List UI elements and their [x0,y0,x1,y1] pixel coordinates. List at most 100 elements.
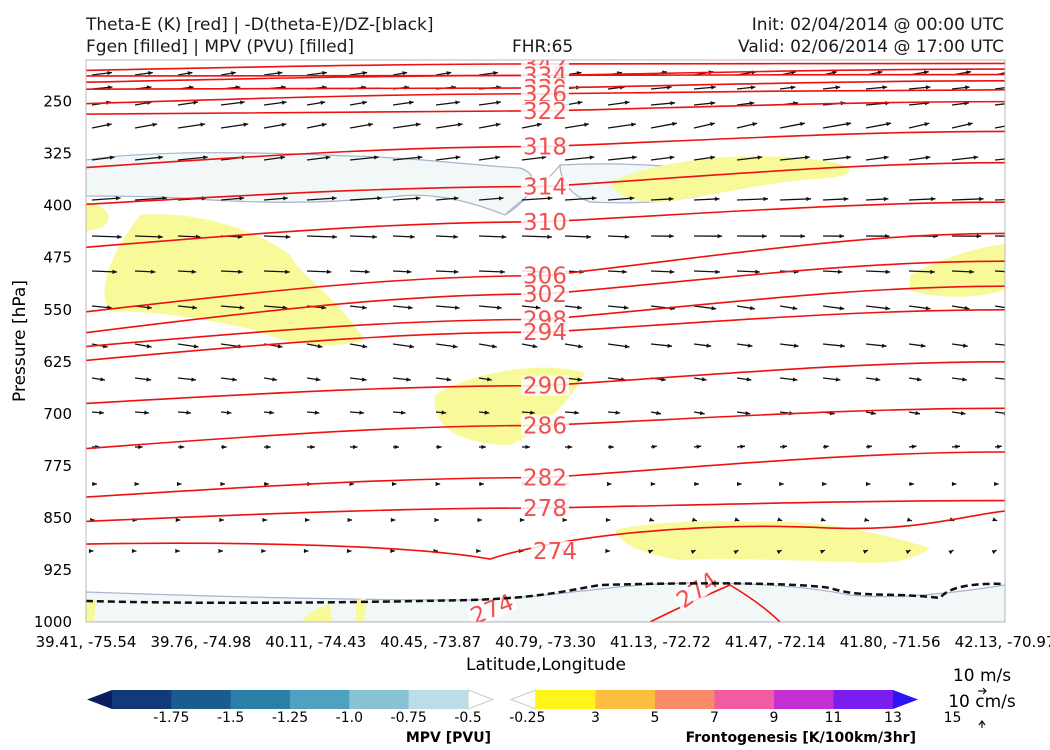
wind-vector-head [446,377,452,382]
wind-vector-head [567,444,573,450]
y-tick-label: 925 [43,561,72,579]
wind-vector-head [574,410,579,415]
wind-vector-head [277,70,283,76]
wind-vector-head [285,234,291,239]
wind-vector-head [280,155,286,160]
wind-vector-head [362,71,368,76]
wind-vector-head [455,155,461,160]
wind-vector-head [562,517,568,523]
wind-vector-head [144,410,149,415]
wind-vector-head [750,85,756,90]
colorbar-swatch [536,690,596,709]
wind-vector [736,198,769,201]
theta-e-label: 294 [523,320,567,346]
wind-vector-head [415,122,421,127]
scale-arrow-horizontal [978,687,987,695]
wind-vector-head [609,444,614,450]
wind-vector-head [578,344,583,349]
wind-vector-head [629,196,635,201]
theta-e-label-bg [521,283,569,304]
theta-e-contours: 3423383343303263223183143103063022982942… [86,60,1005,622]
wind-vector-head [706,343,712,348]
wind-vector-head [402,71,408,76]
wind-vector-head [400,410,406,415]
wind-vector-head [332,234,337,239]
wind-vector [994,198,1005,201]
wind-vector [392,156,423,161]
theta-e-label: 282 [523,466,567,492]
wind-vector-head [862,549,868,554]
wind-vector-head [1008,306,1013,310]
wind-vector-head [669,155,675,160]
fgen-colorbar: 3 5 7 9 11 13 15 Frontogenesis [K/100km/3hr] [509,689,961,746]
y-tick-label: 850 [43,509,72,527]
wind-vector-head [238,269,243,274]
wind-vector-head [222,444,227,450]
wind-vector [994,305,1005,309]
wind-vector-head [750,305,755,311]
wind-vector-head [806,196,811,202]
wind-vector-head [239,305,245,310]
wind-vector-head [535,305,541,310]
wind-vector-head [711,306,717,311]
wind-vector-head [733,550,739,555]
wind-vector-head [577,305,582,310]
wind-vector-head [885,306,890,311]
theta-e-label-bg [521,211,569,232]
wind-vector-head [632,155,637,160]
wind-vector-head [368,122,373,127]
init-time: Init: 02/04/2014 @ 00:00 UTC [751,15,1004,35]
wind-vector-head [777,517,783,522]
wind-vector-head [835,85,841,90]
wind-vector-head [406,377,411,382]
wind-vector-head [867,444,873,449]
wind-vector-head [746,377,752,382]
wind-vector-head [107,70,112,76]
wind-vector [994,103,1005,106]
wind-vector-head [696,444,702,449]
frontogenesis-region [610,156,850,203]
wind-vector-head [347,517,353,523]
wind-vector-head [992,517,998,522]
colorbar-tick-label: 5 [651,710,660,726]
x-tick-label: 40.45, -73.87 [380,633,481,651]
colorbar-tick-label: -1.0 [336,710,363,726]
wind-vector-head [491,344,497,349]
wind-vector-head [832,70,838,75]
wind-vector-head [1015,234,1020,238]
wind-vector-head [262,517,267,523]
wind-vector-head [455,100,460,105]
wind-vector-head [820,517,826,522]
wind-vector-head [964,305,970,311]
x-tick-label: 42.13, -70.97 [955,633,1050,651]
wind-vector-head [453,269,459,274]
wind-vector [994,87,1005,90]
wind-vector-head [916,377,922,382]
wind-vector-head [991,550,997,555]
wind-vector-head [530,410,535,415]
wind-vector-head [320,100,326,105]
wind-vector-head [906,517,912,522]
wind-vector-head [965,85,970,90]
wind-vector-head [243,122,249,127]
wind-vector-head [586,234,592,239]
wind-vector-head [218,548,223,554]
wind-vector-head [776,550,782,555]
wind-vector-head [437,444,442,450]
wind-vector-head [823,444,829,449]
wind-vector-head [839,234,845,239]
wind-vector-head [117,234,122,239]
wind-vector-head [973,155,979,160]
wind-vector-head [281,122,287,127]
frontogenesis-region [300,604,332,622]
wind-vector-head [501,234,507,239]
theta-e-contour-274b [649,584,781,622]
colorbar-tick-label: -0.25 [509,710,545,726]
wind-vector-head [920,343,926,348]
colorbar-swatch [595,690,656,709]
wind-vector-head [800,234,806,239]
wind-vector-head [690,550,696,555]
wind-vector-head [331,196,337,201]
wind-vector-head [835,377,841,382]
wind-vector-head [187,71,193,76]
